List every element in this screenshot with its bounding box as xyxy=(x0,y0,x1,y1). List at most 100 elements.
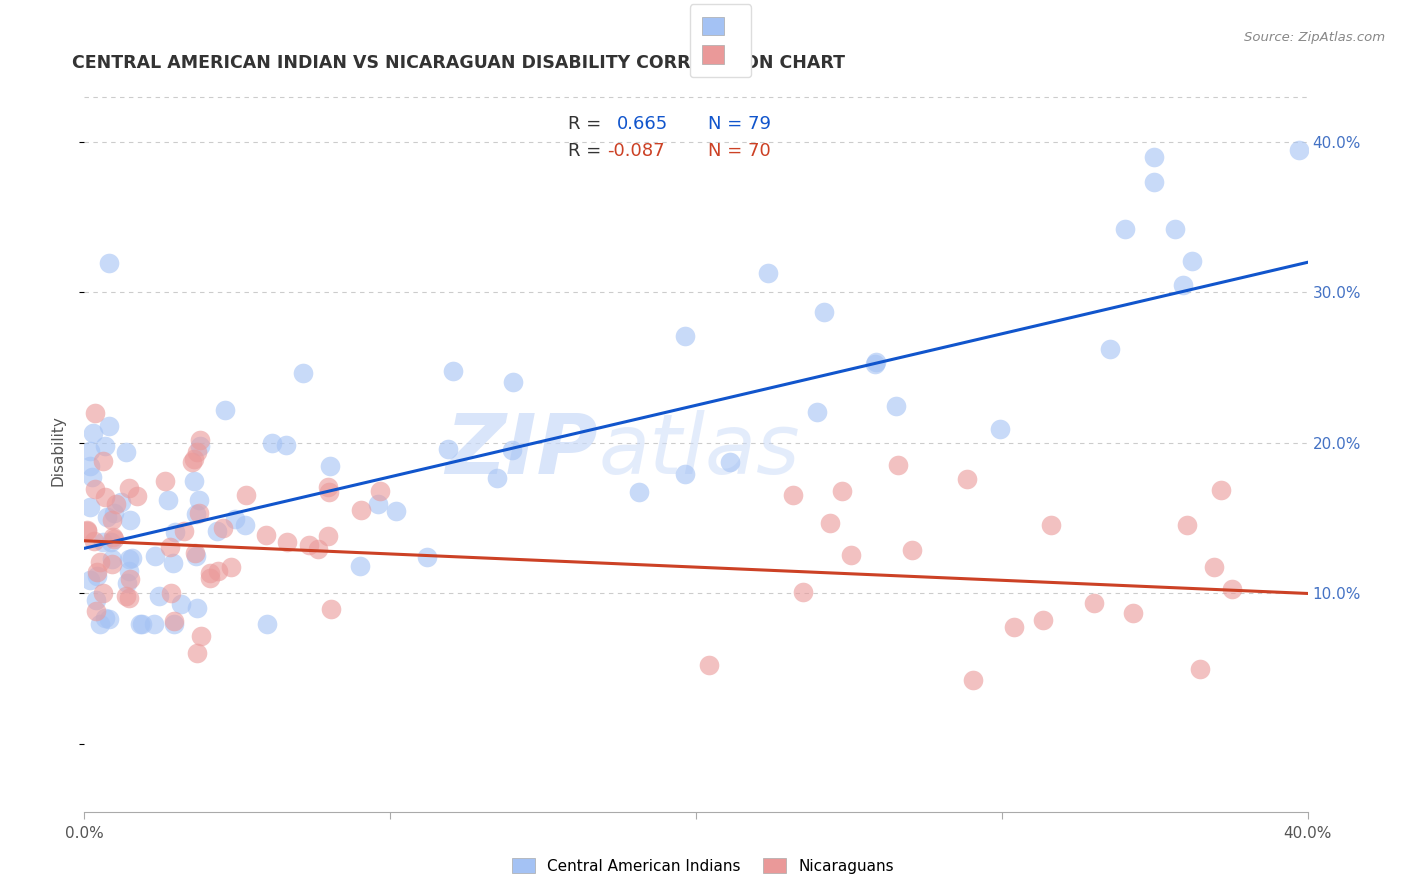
Point xyxy=(110,495,132,509)
Point xyxy=(887,458,910,472)
Point xyxy=(103,532,125,546)
Point xyxy=(1122,606,1144,620)
Point xyxy=(186,601,208,615)
Point xyxy=(103,507,125,521)
Point xyxy=(316,529,339,543)
Point xyxy=(441,364,464,378)
Point xyxy=(91,454,114,468)
Point xyxy=(1175,518,1198,533)
Point xyxy=(180,455,202,469)
Point xyxy=(80,470,103,484)
Point xyxy=(83,482,105,496)
Text: R =: R = xyxy=(568,143,606,161)
Point xyxy=(276,534,298,549)
Point xyxy=(501,442,523,457)
Point xyxy=(718,455,741,469)
Point xyxy=(437,442,460,456)
Point xyxy=(187,493,209,508)
Point xyxy=(291,367,314,381)
Point xyxy=(318,484,340,499)
Point xyxy=(188,433,211,447)
Point xyxy=(884,399,907,413)
Point xyxy=(262,435,284,450)
Point xyxy=(89,616,111,631)
Point xyxy=(207,565,229,579)
Point xyxy=(502,376,524,390)
Point xyxy=(91,535,114,549)
Point xyxy=(170,597,193,611)
Y-axis label: Disability: Disability xyxy=(51,415,66,486)
Point xyxy=(254,527,277,541)
Point xyxy=(98,612,121,626)
Point xyxy=(105,497,128,511)
Point xyxy=(148,589,170,603)
Point xyxy=(120,572,142,586)
Point xyxy=(956,472,979,486)
Point xyxy=(125,489,148,503)
Point xyxy=(1143,150,1166,164)
Point xyxy=(901,542,924,557)
Point xyxy=(1188,662,1211,676)
Point xyxy=(118,513,141,527)
Point xyxy=(91,586,114,600)
Point xyxy=(699,657,721,672)
Point xyxy=(319,459,342,474)
Point xyxy=(962,673,984,687)
Point xyxy=(416,549,439,564)
Point xyxy=(1288,143,1310,157)
Point xyxy=(865,355,887,369)
Point xyxy=(831,484,853,499)
Point xyxy=(83,533,105,548)
Point xyxy=(200,571,222,585)
Point xyxy=(813,305,835,319)
Point xyxy=(184,549,207,564)
Point xyxy=(183,452,205,467)
Text: CENTRAL AMERICAN INDIAN VS NICARAGUAN DISABILITY CORRELATION CHART: CENTRAL AMERICAN INDIAN VS NICARAGUAN DI… xyxy=(72,54,845,72)
Point xyxy=(100,534,122,549)
Point xyxy=(156,493,179,508)
Point xyxy=(173,524,195,538)
Point xyxy=(76,524,98,538)
Point xyxy=(159,540,181,554)
Point xyxy=(792,585,814,599)
Point xyxy=(350,503,373,517)
Point xyxy=(79,500,101,515)
Point xyxy=(627,484,650,499)
Point xyxy=(100,513,122,527)
Point xyxy=(162,556,184,570)
Point xyxy=(207,524,229,538)
Point xyxy=(485,470,508,484)
Point xyxy=(97,256,120,270)
Point xyxy=(1040,518,1063,533)
Point xyxy=(349,559,371,574)
Point xyxy=(163,614,186,628)
Point xyxy=(101,557,124,571)
Point xyxy=(673,467,696,482)
Point xyxy=(84,604,107,618)
Point xyxy=(367,497,389,511)
Point xyxy=(82,425,104,440)
Point xyxy=(76,524,98,538)
Point xyxy=(1220,582,1243,597)
Point xyxy=(368,483,391,498)
Point xyxy=(183,474,205,488)
Text: R =: R = xyxy=(568,115,612,133)
Point xyxy=(86,569,108,583)
Point xyxy=(115,575,138,590)
Point xyxy=(198,566,221,581)
Text: N = 70: N = 70 xyxy=(709,143,770,161)
Point xyxy=(84,593,107,607)
Point xyxy=(79,444,101,458)
Point xyxy=(212,521,235,535)
Point xyxy=(839,548,862,562)
Point xyxy=(235,488,257,502)
Text: atlas: atlas xyxy=(598,410,800,491)
Point xyxy=(806,405,828,419)
Point xyxy=(153,474,176,488)
Point xyxy=(163,616,186,631)
Point xyxy=(1114,221,1136,235)
Point xyxy=(129,616,152,631)
Point xyxy=(118,481,141,495)
Point xyxy=(184,546,207,560)
Point xyxy=(96,510,118,524)
